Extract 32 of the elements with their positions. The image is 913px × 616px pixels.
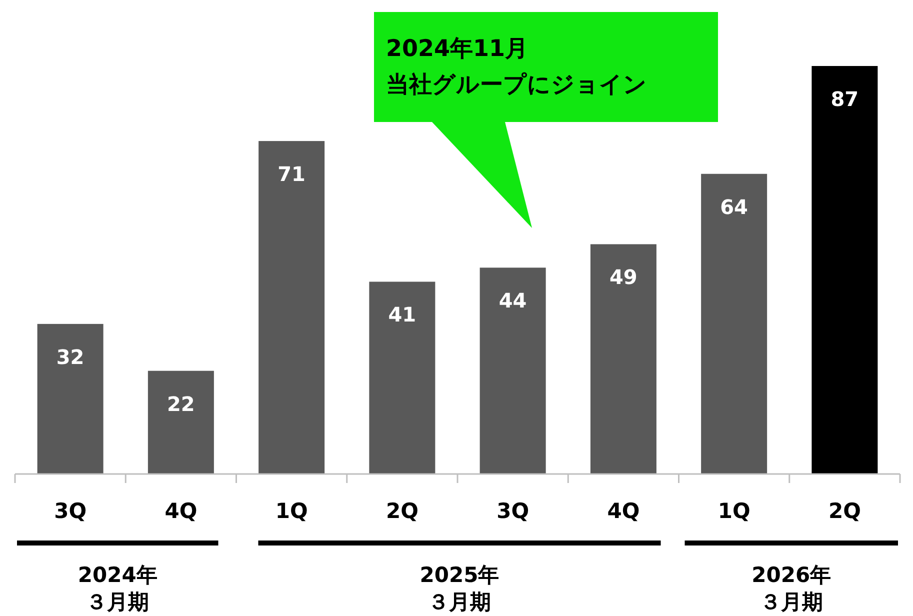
bar bbox=[590, 244, 656, 474]
data-label: 87 bbox=[830, 87, 859, 111]
x-tick-label: 3Q bbox=[54, 499, 87, 523]
text: ３月期 bbox=[428, 590, 491, 614]
x-tick-label: 1Q bbox=[275, 499, 308, 523]
text: 2024年11月 bbox=[386, 36, 528, 62]
data-label: 41 bbox=[388, 302, 416, 327]
x-tick-label: 2Q bbox=[386, 499, 418, 523]
x-tick-label: 2Q bbox=[828, 499, 861, 523]
x-tick-label: 3Q bbox=[496, 499, 530, 523]
x-tick-label: 4Q bbox=[607, 499, 640, 523]
bar bbox=[37, 324, 104, 474]
text: ３月期 bbox=[86, 590, 150, 614]
x-tick-label: 4Q bbox=[164, 499, 198, 523]
text: 2026年 bbox=[752, 563, 832, 587]
data-label: 32 bbox=[56, 344, 84, 369]
data-label: 49 bbox=[610, 265, 638, 290]
text: 2024年 bbox=[78, 563, 158, 587]
bar bbox=[480, 268, 546, 474]
bar bbox=[369, 282, 436, 474]
bar bbox=[812, 66, 878, 474]
data-label: 64 bbox=[720, 194, 748, 219]
bar bbox=[148, 370, 214, 474]
data-label: 71 bbox=[278, 162, 306, 186]
bar bbox=[701, 174, 768, 474]
data-label: 22 bbox=[167, 392, 195, 416]
x-tick-label: 1Q bbox=[718, 499, 750, 523]
annotation: 当社グループにジョイン bbox=[386, 72, 647, 98]
data-label: 44 bbox=[498, 288, 527, 313]
bar bbox=[258, 141, 325, 474]
text: ３月期 bbox=[760, 590, 823, 614]
text: 2025年 bbox=[420, 563, 500, 587]
